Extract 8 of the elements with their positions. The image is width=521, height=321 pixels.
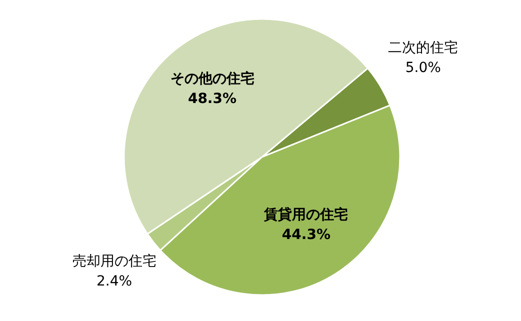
- data-label: 5.0%: [405, 60, 441, 76]
- data-label: 48.3%: [188, 90, 237, 107]
- data-label: 44.3%: [282, 227, 330, 244]
- slice-label: 賃貸用の住宅: [263, 206, 348, 224]
- slice-label: その他の住宅: [170, 70, 254, 87]
- slice-label: 二次的住宅: [388, 40, 458, 56]
- data-label: 2.4%: [96, 273, 132, 290]
- slice-label: 売却用の住宅: [72, 253, 156, 270]
